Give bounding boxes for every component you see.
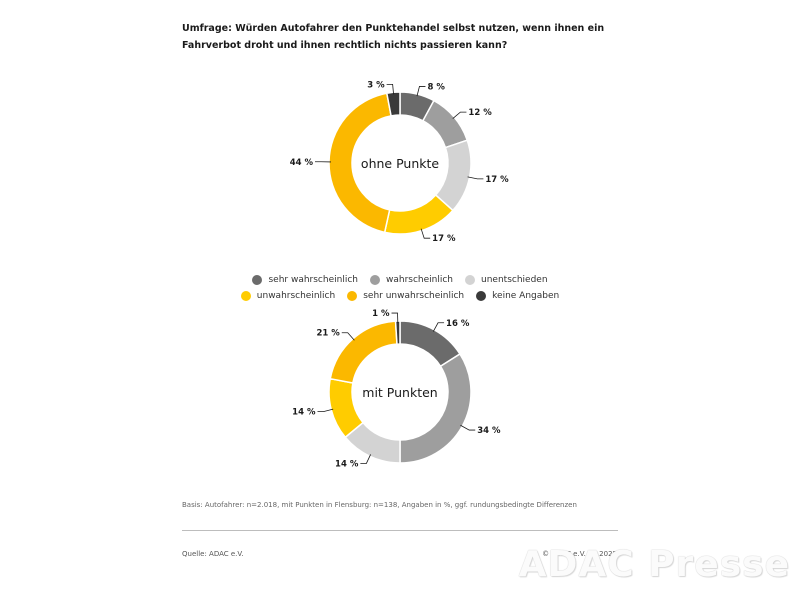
legend: sehr wahrscheinlich wahrscheinlich unent… (200, 273, 600, 303)
legend-label: unentschieden (481, 275, 548, 285)
legend-label: unwahrscheinlich (256, 291, 336, 301)
legend-item-wahrscheinlich: wahrscheinlich (369, 273, 454, 287)
legend-swatch (476, 291, 487, 301)
legend-label: sehr wahrscheinlich (268, 275, 358, 285)
donut-chart-mit-punkten: 16 % 34 % 14 % 14 % 21 % 1 % mit Punkten (292, 309, 501, 469)
donut-center-label: mit Punkten (362, 385, 437, 400)
data-label: 21 % (316, 329, 340, 339)
watermark-logo: ADAC Presse (518, 544, 790, 585)
copyright-text: © ADAC e.V. 05.2025 (542, 550, 617, 558)
source-text: Quelle: ADAC e.V. (182, 550, 244, 558)
data-label: 44 % (290, 158, 314, 168)
slice-sehr-unwahrscheinlich (329, 320, 398, 384)
data-label: 12 % (468, 108, 492, 118)
legend-item-unentschieden: unentschieden (465, 273, 548, 287)
leader-line (432, 322, 445, 332)
data-label: 17 % (485, 175, 509, 185)
slice-unwahrscheinlich (383, 193, 454, 235)
chart-title: Umfrage: Würden Autofahrer den Punktehan… (182, 23, 605, 51)
data-label: 17 % (432, 234, 456, 244)
slice-wahrscheinlich (399, 352, 472, 464)
legend-item-unwahrscheinlich: unwahrscheinlich (240, 289, 336, 303)
leader-line (460, 424, 476, 431)
leader-line (452, 111, 467, 119)
legend-label: wahrscheinlich (385, 275, 454, 285)
legend-label: keine Angaben (492, 291, 560, 301)
legend-item-sehr-unwahrscheinlich: sehr unwahrscheinlich (347, 289, 464, 303)
donut-chart-ohne-punkte: 8 % 12 % 17 % 17 % 44 % 3 % ohne Punkte (290, 80, 509, 244)
legend-item-keine-angaben: keine Angaben (476, 289, 559, 303)
legend-swatch (347, 291, 358, 301)
leader-line (341, 332, 355, 341)
legend-swatch (369, 275, 380, 285)
data-label: 16 % (446, 319, 470, 329)
legend-swatch (252, 275, 263, 285)
slice-wahrscheinlich (421, 99, 469, 149)
leader-line (391, 312, 399, 324)
leader-line (416, 86, 426, 97)
legend-swatch (465, 275, 476, 285)
data-label: 8 % (427, 82, 445, 92)
basis-note: Basis: Autofahrer: n=2.018, mit Punkten … (182, 501, 577, 509)
leader-line (467, 176, 484, 180)
slice-keine-angaben (385, 91, 401, 117)
leader-line (360, 454, 371, 464)
leader-line (317, 408, 334, 413)
data-label: 3 % (367, 80, 385, 90)
data-label: 14 % (335, 459, 359, 469)
leader-line (386, 83, 394, 95)
slice-keine-angaben (394, 320, 401, 345)
leader-line (420, 228, 431, 239)
legend-label: sehr unwahrscheinlich (363, 291, 465, 301)
legend-swatch (240, 291, 251, 301)
data-label: 1 % (372, 309, 390, 319)
data-label: 14 % (292, 408, 316, 418)
slice-sehr-unwahrscheinlich (328, 92, 392, 234)
footer-divider (182, 530, 618, 531)
legend-item-sehr-wahrscheinlich: sehr wahrscheinlich (252, 273, 358, 287)
donut-center-label: ohne Punkte (361, 156, 439, 171)
data-label: 34 % (477, 426, 501, 436)
